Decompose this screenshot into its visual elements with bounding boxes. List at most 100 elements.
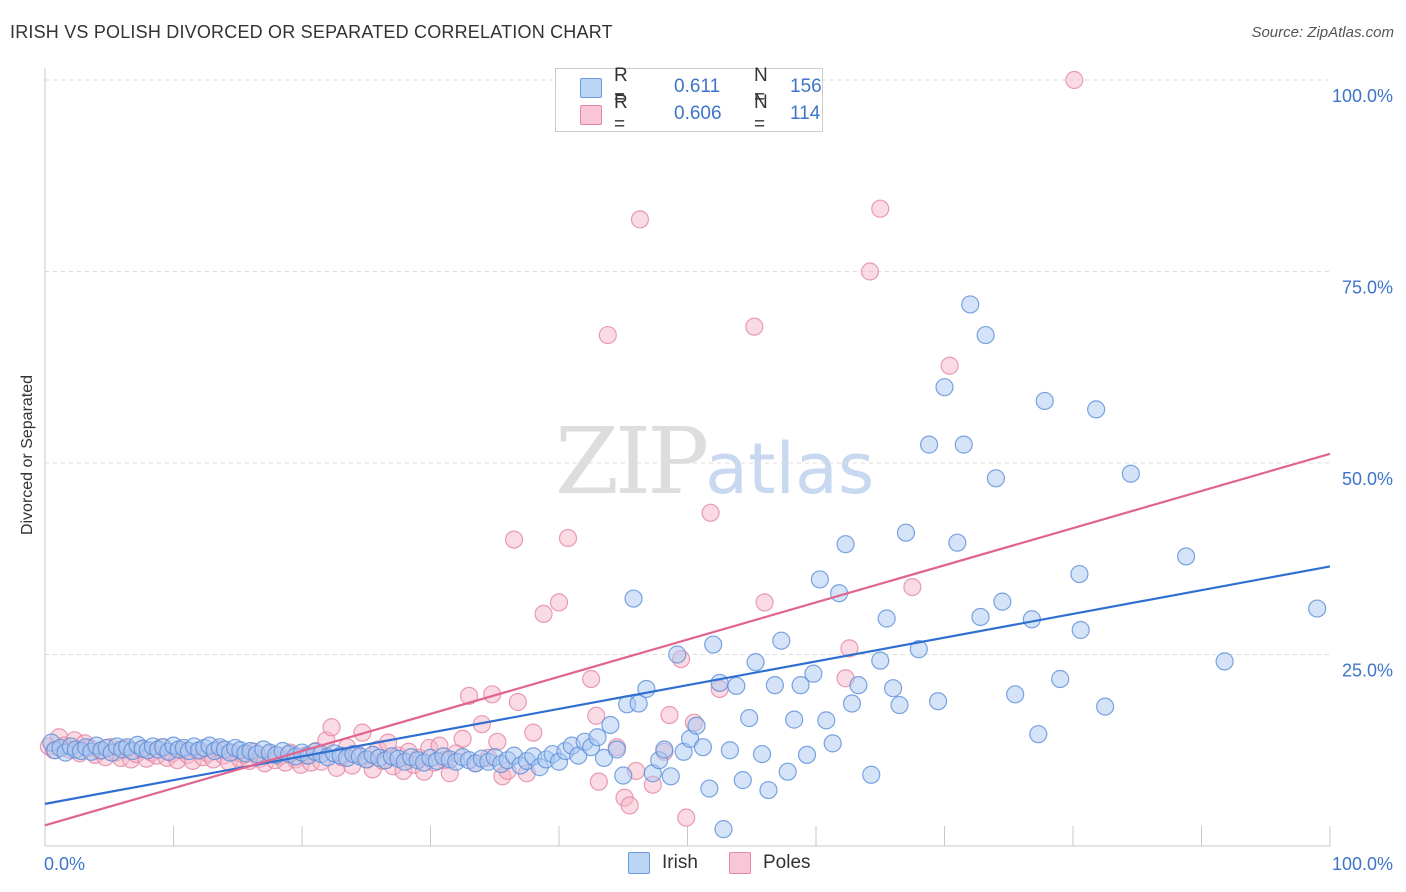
irish-point bbox=[710, 673, 729, 692]
irish-point bbox=[986, 469, 1006, 488]
irish-point bbox=[714, 820, 733, 839]
watermark-zip: ZIP bbox=[555, 408, 709, 515]
series-legend: Irish Poles bbox=[0, 852, 1406, 878]
legend-r-label: R = bbox=[614, 65, 628, 108]
poles-point bbox=[871, 199, 890, 218]
irish-point bbox=[810, 570, 829, 589]
poles-point bbox=[322, 718, 341, 737]
legend-r-value: 0.611 bbox=[674, 76, 721, 97]
irish-point bbox=[700, 779, 719, 798]
irish-point bbox=[971, 607, 990, 627]
poles-point bbox=[677, 808, 696, 827]
irish-legend-swatch bbox=[628, 852, 650, 874]
irish-point bbox=[1176, 547, 1196, 566]
legend-item-poles: Poles bbox=[729, 852, 811, 874]
irish-point bbox=[785, 710, 804, 729]
irish-point bbox=[862, 765, 881, 784]
irish-point bbox=[1071, 620, 1090, 640]
legend-n-value: 156 bbox=[790, 76, 822, 97]
poles-point bbox=[840, 639, 859, 658]
irish-point bbox=[614, 766, 633, 785]
irish-point bbox=[804, 664, 823, 683]
irish-point bbox=[1096, 697, 1115, 716]
poles-point bbox=[940, 356, 959, 375]
irish-point bbox=[791, 676, 810, 695]
legend-r-label: R = bbox=[614, 92, 628, 135]
irish-point bbox=[704, 635, 723, 654]
legend-n-value: 114 bbox=[790, 103, 821, 124]
poles-point bbox=[755, 593, 774, 612]
irish-point bbox=[823, 734, 842, 753]
irish-point bbox=[976, 325, 995, 345]
poles-point bbox=[903, 577, 922, 597]
poles-point bbox=[504, 530, 524, 549]
irish-point bbox=[772, 631, 791, 650]
irish-point bbox=[1070, 564, 1089, 584]
correlation-legend: R = 0.611 N = 156 R = 0.606 N = 114 bbox=[555, 65, 823, 135]
irish-point bbox=[836, 535, 855, 554]
irish-point bbox=[733, 771, 752, 790]
poles-point bbox=[582, 669, 601, 689]
y-tick-label: 100.0% bbox=[1332, 86, 1393, 106]
irish-point bbox=[740, 708, 759, 728]
poles-point bbox=[1065, 70, 1084, 90]
irish-swatch bbox=[580, 78, 602, 98]
irish-point bbox=[877, 609, 896, 628]
poles-legend-swatch bbox=[729, 852, 751, 874]
poles-point bbox=[508, 692, 527, 712]
irish-point bbox=[765, 676, 784, 695]
watermark-atlas: atlas bbox=[705, 428, 875, 510]
y-tick-label: 50.0% bbox=[1342, 469, 1393, 489]
irish-point bbox=[693, 738, 713, 757]
irish-point bbox=[668, 645, 687, 664]
legend-label-irish: Irish bbox=[662, 852, 698, 873]
irish-point bbox=[661, 767, 680, 786]
poles-point bbox=[745, 317, 764, 336]
irish-point bbox=[588, 728, 607, 747]
poles-point bbox=[630, 210, 650, 229]
irish-point bbox=[687, 716, 706, 735]
irish-point bbox=[896, 523, 916, 542]
irish-point bbox=[1215, 652, 1234, 671]
chart-title: IRISH VS POLISH DIVORCED OR SEPARATED CO… bbox=[10, 22, 613, 42]
irish-point bbox=[1051, 669, 1070, 689]
irish-point bbox=[961, 295, 980, 314]
irish-point bbox=[720, 741, 740, 760]
irish-point bbox=[1029, 725, 1048, 744]
poles-point bbox=[534, 604, 553, 624]
poles-point bbox=[589, 772, 608, 791]
irish-point bbox=[928, 692, 948, 711]
poles-point bbox=[549, 593, 569, 612]
irish-point bbox=[746, 653, 765, 672]
irish-point bbox=[752, 744, 772, 764]
poles-point bbox=[587, 706, 606, 725]
irish-point bbox=[797, 745, 817, 764]
irish-point bbox=[817, 711, 836, 730]
legend-item-irish: Irish bbox=[628, 852, 698, 874]
poles-trend-line bbox=[44, 452, 1331, 827]
irish-point bbox=[607, 740, 626, 759]
x-tick-label: 100.0% bbox=[1332, 854, 1393, 874]
poles-point bbox=[660, 705, 679, 725]
irish-trend-line bbox=[44, 565, 1331, 805]
poles-point bbox=[488, 732, 507, 751]
irish-point bbox=[1087, 400, 1106, 419]
poles-point bbox=[598, 325, 617, 345]
irish-point bbox=[1006, 685, 1025, 704]
poles-point bbox=[620, 796, 639, 815]
poles-point bbox=[701, 503, 720, 522]
irish-point bbox=[871, 651, 890, 670]
irish-point bbox=[601, 715, 620, 735]
source-label: Source: ZipAtlas.com bbox=[1251, 24, 1394, 41]
poles-point bbox=[453, 729, 472, 748]
poles-swatch bbox=[580, 105, 602, 125]
poles-point bbox=[459, 686, 479, 705]
legend-label-poles: Poles bbox=[763, 852, 811, 873]
irish-point bbox=[883, 679, 903, 698]
irish-point bbox=[655, 740, 674, 759]
irish-point bbox=[727, 676, 746, 696]
irish-point bbox=[935, 378, 954, 397]
irish-point bbox=[919, 435, 939, 454]
irish-point bbox=[993, 592, 1012, 611]
